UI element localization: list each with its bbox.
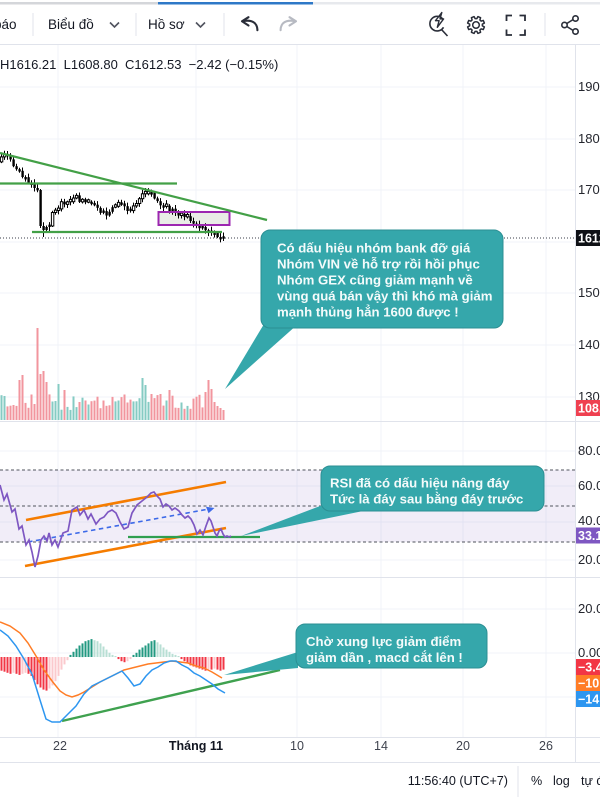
svg-text:Nhóm VIN về hỗ trợ rồi hồi phụ: Nhóm VIN về hỗ trợ rồi hồi phục	[277, 256, 480, 271]
svg-text:20: 20	[456, 739, 470, 753]
svg-text:Nhóm GEX cũng giảm mạnh về: Nhóm GEX cũng giảm mạnh về	[277, 273, 473, 288]
svg-text:giảm dần , macd cắt lên !: giảm dần , macd cắt lên !	[306, 650, 463, 665]
svg-text:Biểu đồ: Biểu đồ	[48, 17, 94, 32]
svg-text:60.00: 60.00	[578, 478, 600, 493]
svg-text:20.00: 20.00	[578, 601, 600, 616]
svg-text:Có dấu hiệu nhóm bank đỡ giá: Có dấu hiệu nhóm bank đỡ giá	[277, 240, 471, 255]
svg-text:80.00: 80.00	[578, 443, 600, 458]
svg-text:Chờ xung lực giảm điểm: Chờ xung lực giảm điểm	[306, 634, 461, 649]
svg-text:Tức là đáy sau bằng đáy trước: Tức là đáy sau bằng đáy trước	[330, 492, 523, 507]
svg-text:22: 22	[53, 739, 67, 753]
svg-text:−10.: −10.	[578, 677, 600, 691]
svg-text:11:56:40 (UTC+7): 11:56:40 (UTC+7)	[408, 774, 508, 788]
svg-text:vùng quá bán vậy thì khó mà gi: vùng quá bán vậy thì khó mà giảm	[277, 289, 492, 304]
svg-text:Hồ sơ: Hồ sơ	[148, 17, 185, 32]
svg-text:log: log	[553, 774, 570, 788]
svg-text:mạnh thủng hẳn 1600 được !: mạnh thủng hẳn 1600 được !	[277, 305, 459, 320]
svg-text:1700: 1700	[578, 182, 600, 197]
svg-text:1900: 1900	[578, 79, 600, 94]
svg-text:−3.4: −3.4	[578, 661, 600, 675]
svg-text:0.00: 0.00	[578, 645, 600, 660]
svg-text:108.2: 108.2	[578, 402, 600, 416]
svg-text:1800: 1800	[578, 131, 600, 146]
svg-text:1500: 1500	[578, 285, 600, 300]
svg-text:40.00: 40.00	[578, 513, 600, 528]
svg-text:−14.: −14.	[578, 693, 600, 707]
svg-text:26: 26	[539, 739, 553, 753]
svg-text:33.19: 33.19	[578, 529, 600, 543]
svg-text:H1616.21 L1608.80 C1612.53: H1616.21 L1608.80 C1612.53 −2.42 (−0.15%…	[0, 57, 278, 72]
svg-text:10: 10	[290, 739, 304, 753]
svg-text:1400: 1400	[578, 337, 600, 352]
svg-text:Tháng 11: Tháng 11	[169, 739, 223, 753]
svg-text:báo: báo	[0, 17, 17, 32]
svg-text:20.00: 20.00	[578, 552, 600, 567]
svg-text:14: 14	[374, 739, 388, 753]
svg-text:RSI đã có dấu hiệu nâng đáy: RSI đã có dấu hiệu nâng đáy	[330, 476, 510, 491]
svg-text:1612.: 1612.	[578, 232, 600, 246]
svg-text:tự động: tự động	[581, 774, 600, 788]
svg-text:%: %	[531, 774, 542, 788]
